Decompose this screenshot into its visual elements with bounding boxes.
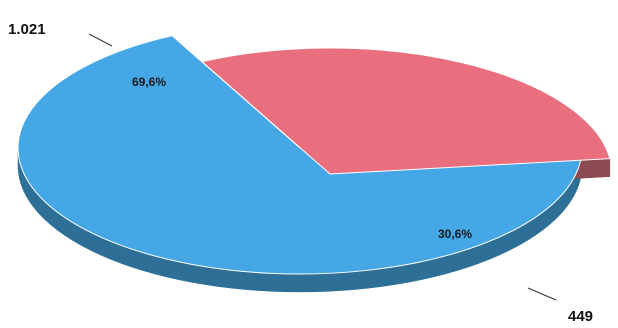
pie-slice-1	[17, 35, 583, 275]
percent-label-small: 30,6%	[438, 227, 472, 241]
leader-line-large	[88, 33, 113, 47]
percent-label-large: 69,6%	[132, 75, 166, 89]
pie-slice-2	[201, 47, 611, 175]
value-label-small: 449	[568, 308, 593, 325]
value-label-large: 1.021	[8, 21, 46, 38]
leader-line-small	[527, 287, 557, 301]
